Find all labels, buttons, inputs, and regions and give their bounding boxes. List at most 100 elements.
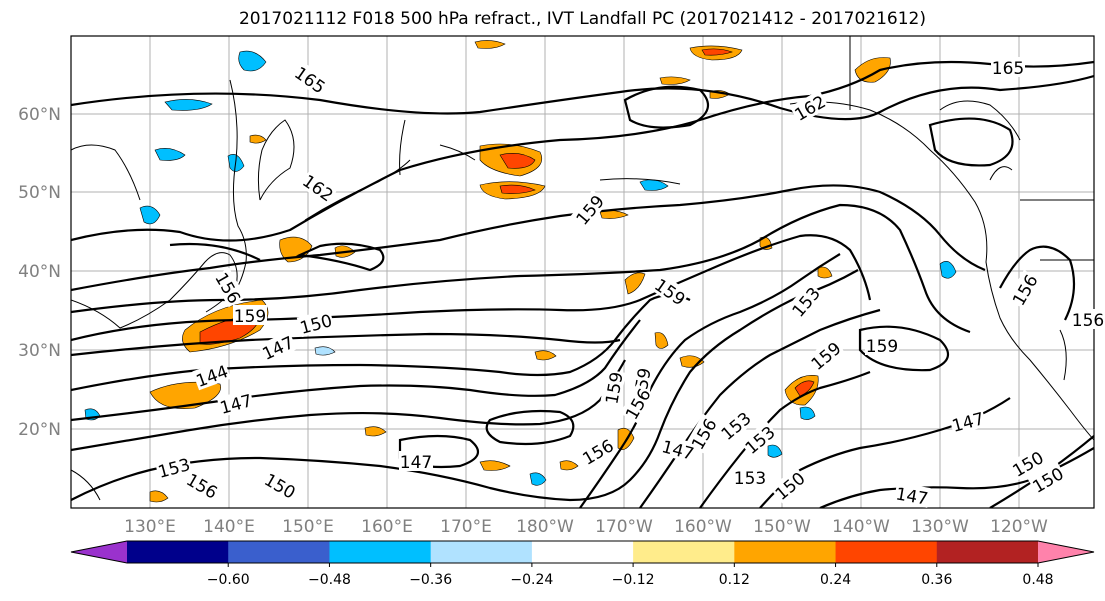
- lon-label-130e: 130°E: [124, 517, 176, 537]
- colorbar-extend-max: [1038, 541, 1094, 563]
- contour-label: 156: [1072, 311, 1104, 331]
- positive-anomaly-patch: [249, 134, 267, 144]
- positive-anomaly-patch: [534, 350, 557, 361]
- negative-anomaly-patch: [139, 205, 161, 225]
- lon-label-120w: 120°W: [990, 517, 1048, 537]
- colorbar-segment: [835, 541, 938, 563]
- lon-label-150w: 150°W: [753, 517, 811, 537]
- lon-label-130w: 130°W: [911, 517, 969, 537]
- contour-label-background: [715, 406, 755, 444]
- contour-label-background: [296, 308, 335, 338]
- contour-label-background: [685, 413, 721, 454]
- map-title: 2017021112 F018 500 hPa refract., IVT La…: [238, 9, 926, 29]
- lon-label-180w: 180°W: [516, 517, 574, 537]
- lon-label-170e: 170°E: [440, 517, 492, 537]
- contour-label-background: [650, 273, 691, 310]
- positive-anomaly-patch: [701, 48, 733, 56]
- colorbar-tick-label: −0.36: [409, 572, 452, 588]
- lat-label-40n: 40°N: [18, 262, 61, 282]
- lat-label-30n: 30°N: [18, 341, 61, 361]
- colorbar-segment: [936, 541, 1039, 563]
- contour-label-background: [1006, 269, 1042, 310]
- lon-label-160w: 160°W: [674, 517, 732, 537]
- colorbar-segment: [430, 541, 533, 563]
- positive-anomaly-patch: [654, 332, 669, 349]
- positive-anomaly-patch: [499, 184, 536, 194]
- negative-anomaly-patch: [529, 472, 547, 486]
- contour-label-background: [733, 467, 767, 487]
- lat-label-20n: 20°N: [18, 420, 61, 440]
- colorbar-outline: [70, 540, 1095, 564]
- contour-label-background: [991, 57, 1025, 77]
- contour-label-background: [600, 369, 626, 407]
- positive-anomaly-patch: [817, 266, 833, 279]
- negative-anomaly-patch: [767, 444, 783, 458]
- contour-label-background: [154, 452, 193, 482]
- positive-anomaly-patch: [364, 426, 387, 437]
- contour-label-background: [805, 336, 845, 374]
- map-frame: [70, 35, 1095, 509]
- negative-anomaly-patch: [799, 406, 816, 420]
- contour-label-background: [233, 305, 267, 325]
- contour-label-background: [1027, 461, 1068, 497]
- lon-label-140w: 140°W: [832, 517, 890, 537]
- contour-label-background: [577, 433, 618, 469]
- colorbar-tick-label: −0.48: [308, 572, 351, 588]
- colorbar-segment: [734, 541, 837, 563]
- negative-anomaly-patch: [154, 148, 186, 161]
- colorbar-tick-label: 0.48: [1022, 572, 1053, 588]
- contour-label: 153: [734, 469, 766, 489]
- colorbar-tick-label: 0.36: [921, 572, 952, 588]
- positive-anomaly-patch: [624, 272, 646, 295]
- contour-label: 159: [234, 307, 266, 327]
- contour-label-background: [769, 466, 809, 504]
- contour-label: 159: [866, 337, 898, 357]
- contour-label-background: [619, 383, 655, 424]
- positive-anomaly-patch: [499, 153, 536, 169]
- contour-label-background: [570, 189, 608, 229]
- lon-label-150e: 150°E: [282, 517, 334, 537]
- colorbar-extend-min: [71, 541, 127, 563]
- contour-label-background: [260, 467, 301, 503]
- lat-label-50n: 50°N: [18, 183, 61, 203]
- colorbar-tick-label: 0.24: [820, 572, 851, 588]
- contour-label: 165: [992, 59, 1024, 79]
- colorbar-segment: [633, 541, 735, 563]
- longitude-labels: 130°E 140°E 150°E 160°E 170°E 180°W 170°…: [124, 517, 1048, 537]
- contour-label-background: [948, 406, 987, 436]
- colorbar-tick-labels: −0.60 −0.48 −0.36 −0.24 −0.12 0.12 0.24 0.36 0.4…: [207, 563, 1054, 588]
- contour-label-background: [290, 61, 331, 98]
- contour-label-background: [182, 467, 223, 503]
- lat-label-60n: 60°N: [18, 105, 61, 125]
- colorbar-segment: [127, 541, 229, 563]
- colorbar-segment: [531, 541, 634, 563]
- contour-label-background: [865, 335, 899, 355]
- negative-anomaly-patch: [164, 99, 213, 111]
- contour-label-layer: 1651621621651591591561591591561531501471…: [154, 57, 1105, 510]
- colorbar: [70, 540, 1095, 564]
- contour-label-background: [257, 330, 298, 364]
- colorbar-tick-label: 0.12: [719, 572, 750, 588]
- contour-label-background: [893, 482, 931, 508]
- contour-label-background: [298, 169, 339, 206]
- lon-label-170w: 170°W: [595, 517, 653, 537]
- contour-label-background: [1071, 309, 1105, 329]
- contour-label-background: [1007, 445, 1048, 481]
- colorbar-segment: [228, 541, 330, 563]
- colorbar-tick-label: −0.12: [612, 572, 655, 588]
- contour-label-background: [192, 359, 232, 391]
- negative-anomaly-patch: [939, 261, 957, 279]
- positive-anomaly-patch: [659, 76, 691, 85]
- positive-anomaly-patch: [479, 460, 511, 471]
- negative-anomaly-patch: [238, 50, 267, 72]
- contour-label: 147: [400, 453, 432, 473]
- contour-label-background: [789, 89, 830, 125]
- positive-anomaly-patch: [474, 40, 506, 49]
- latitude-labels: 60°N 50°N 40°N 30°N 20°N: [18, 105, 61, 440]
- lon-label-160e: 160°E: [361, 517, 413, 537]
- contour-label-background: [216, 388, 255, 418]
- contour-label-background: [399, 451, 433, 471]
- colorbar-segment: [329, 541, 432, 563]
- positive-anomaly-patch: [559, 460, 579, 471]
